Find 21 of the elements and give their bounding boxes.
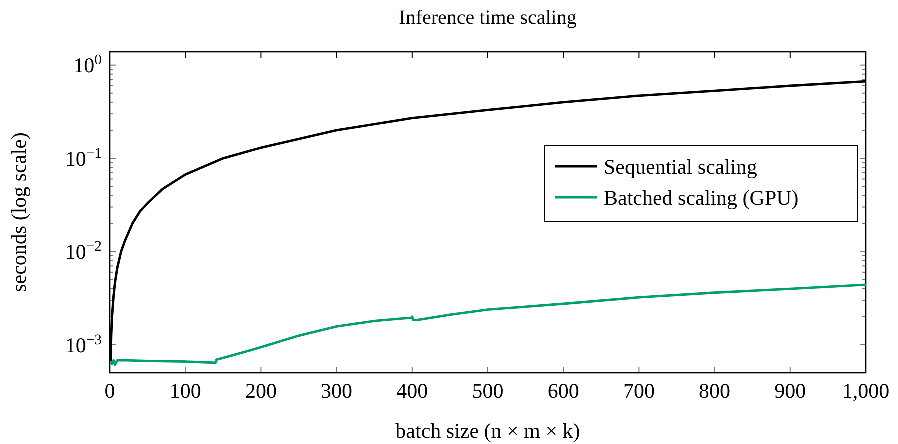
legend-label: Batched scaling (GPU) xyxy=(604,186,799,210)
x-tick-label: 200 xyxy=(245,378,277,403)
x-tick-label: 900 xyxy=(774,378,806,403)
chart-title: Inference time scaling xyxy=(399,7,577,29)
x-tick-label: 800 xyxy=(699,378,731,403)
x-axis-title: batch size (n × m × k) xyxy=(396,419,580,443)
y-tick-label: 10$^{0}$ xyxy=(74,52,102,78)
x-tick-label: 400 xyxy=(396,378,428,403)
y-tick-label: 10$^{−1}$ xyxy=(65,146,102,171)
y-tick-label: 10$^{−2}$ xyxy=(65,239,102,264)
y-tick-label: 10$^{−3}$ xyxy=(65,332,102,358)
x-tick-label: 300 xyxy=(321,378,353,403)
x-tick-label: 500 xyxy=(472,378,504,403)
y-axis-title: seconds (log scale) xyxy=(7,132,31,292)
x-tick-label: 0 xyxy=(104,378,116,403)
x-tick-label: 100 xyxy=(170,378,202,403)
line-series xyxy=(110,284,866,366)
x-tick-label: 600 xyxy=(548,378,580,403)
x-tick-label: 700 xyxy=(623,378,655,403)
x-tick-label: 1,000 xyxy=(842,378,890,403)
legend-label: Sequential scaling xyxy=(604,154,758,179)
